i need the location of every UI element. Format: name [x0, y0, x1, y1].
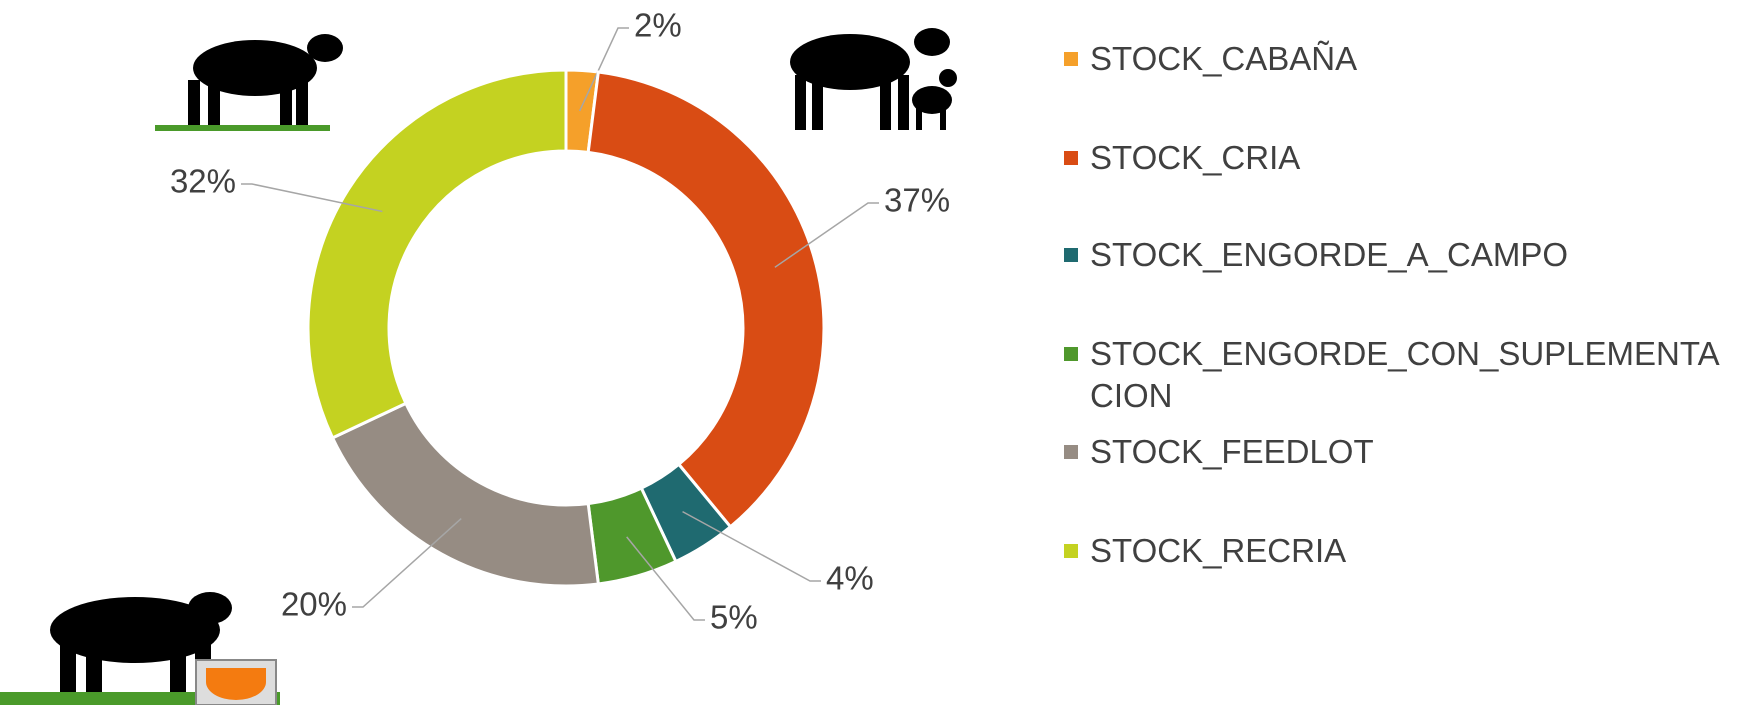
legend-label: STOCK_ENGORDE_A_CAMPO	[1090, 234, 1720, 276]
legend-label: STOCK_RECRIA	[1090, 530, 1720, 572]
legend-item: STOCK_CRIA	[1060, 137, 1730, 179]
data-label: 37%	[884, 182, 950, 219]
legend-swatch	[1064, 544, 1078, 558]
decoration-cow-top-left	[155, 34, 343, 131]
donut-slice	[308, 70, 566, 438]
legend-item: STOCK_RECRIA	[1060, 530, 1730, 572]
legend-item: STOCK_FEEDLOT	[1060, 431, 1730, 473]
decoration-cow-top-right	[790, 28, 957, 130]
data-label: 5%	[710, 599, 758, 636]
page: 2% 37% 4% 5% 20% 32% STOCK_CABAÑA STOCK_CRIA ST…	[0, 0, 1737, 705]
legend-item: STOCK_ENGORDE_A_CAMPO	[1060, 234, 1730, 276]
legend-swatch	[1064, 151, 1078, 165]
donut-slice	[333, 403, 599, 586]
legend-item: STOCK_ENGORDE_CON_SUPLEMENTACION	[1060, 333, 1730, 417]
legend-item: STOCK_CABAÑA	[1060, 38, 1730, 80]
legend-swatch	[1064, 248, 1078, 262]
data-label: 32%	[170, 163, 236, 200]
legend-label: STOCK_CABAÑA	[1090, 38, 1720, 80]
decoration-cow-bottom-left	[0, 592, 280, 705]
legend-label: STOCK_FEEDLOT	[1090, 431, 1720, 473]
legend-label: STOCK_ENGORDE_CON_SUPLEMENTACION	[1090, 333, 1720, 417]
donut-slice	[588, 72, 824, 527]
data-label: 20%	[281, 586, 347, 623]
legend-swatch	[1064, 445, 1078, 459]
data-label: 4%	[826, 560, 874, 597]
data-label: 2%	[634, 7, 682, 44]
legend-swatch	[1064, 52, 1078, 66]
legend-label: STOCK_CRIA	[1090, 137, 1720, 179]
legend-swatch	[1064, 347, 1078, 361]
